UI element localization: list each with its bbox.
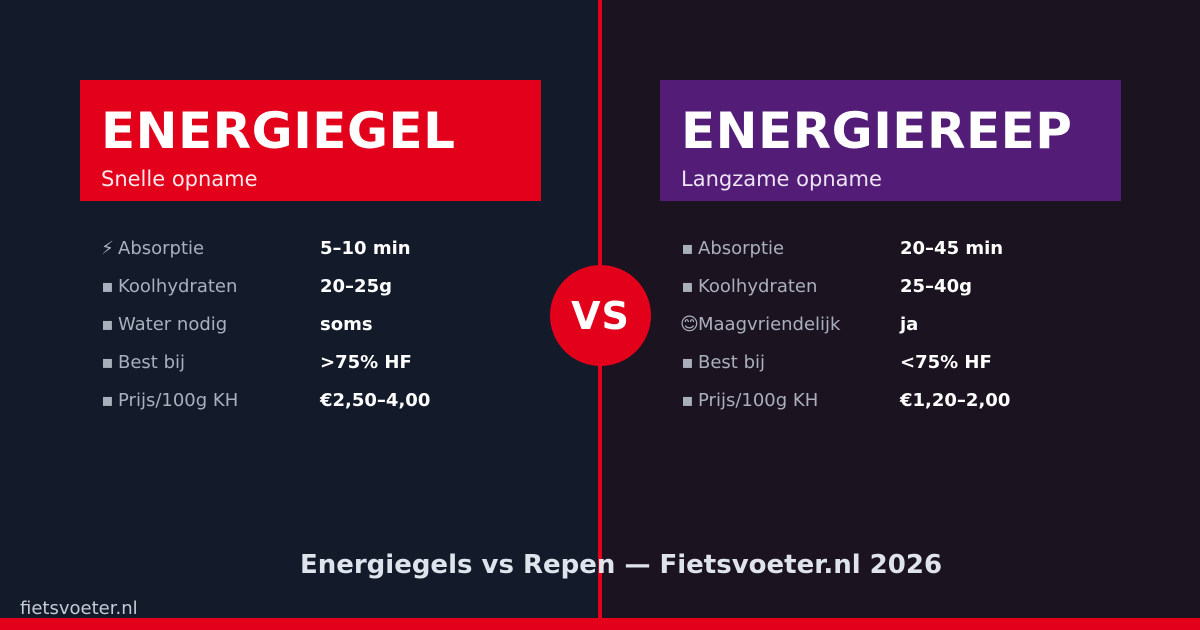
vs-badge: VS — [550, 265, 651, 366]
spec-row-absorptie: ⚡ Absorptie 5–10 min — [100, 236, 520, 274]
energiereep-title: ENERGIEREEP — [681, 102, 1073, 160]
smiley-icon: 😊 — [680, 314, 699, 335]
spec-value: 25–40g — [900, 276, 972, 297]
spec-label: Koolhydraten — [118, 276, 238, 297]
clock-icon: ▪ — [681, 238, 694, 259]
spec-label: Prijs/100g KH — [698, 390, 819, 411]
spec-value: soms — [320, 314, 373, 335]
money-icon: ▪ — [681, 390, 694, 411]
energiereep-header: ENERGIEREEP Langzame opname — [660, 80, 1121, 201]
energiereep-subtitle: Langzame opname — [681, 167, 882, 191]
spec-label: Prijs/100g KH — [118, 390, 239, 411]
spec-row-best-bij: ▪ Best bij >75% HF — [100, 350, 520, 388]
spec-row-prijs: ▪ Prijs/100g KH €1,20–2,00 — [680, 388, 1100, 426]
energiegel-title: ENERGIEGEL — [101, 102, 456, 160]
spec-label: Absorptie — [118, 238, 205, 259]
energiereep-specs: ▪ Absorptie 20–45 min ▪ Koolhydraten 25–40… — [680, 236, 1100, 426]
spec-row-water-nodig: ▪ Water nodig soms — [100, 312, 520, 350]
spec-value: >75% HF — [320, 352, 412, 373]
spec-value: <75% HF — [900, 352, 992, 373]
spec-row-koolhydraten: ▪ Koolhydraten 25–40g — [680, 274, 1100, 312]
carbohydrate-icon: ▪ — [681, 276, 694, 297]
spec-label: Best bij — [118, 352, 186, 373]
spec-label: Water nodig — [118, 314, 228, 335]
spec-value: €2,50–4,00 — [320, 390, 431, 411]
money-icon: ▪ — [101, 390, 114, 411]
spec-value: €1,20–2,00 — [900, 390, 1011, 411]
water-drop-icon: ▪ — [101, 314, 114, 335]
spec-label: Best bij — [698, 352, 766, 373]
spec-value: 5–10 min — [320, 238, 411, 259]
spec-row-maagvriendelijk: 😊Maagvriendelijk ja — [680, 312, 1100, 350]
footer-title: Energiegels vs Repen — Fietsvoeter.nl 20… — [299, 550, 943, 580]
heart-icon: ▪ — [101, 352, 114, 373]
spec-value: 20–45 min — [900, 238, 1004, 259]
bottom-accent-bar — [0, 618, 1200, 630]
carbohydrate-icon: ▪ — [101, 276, 114, 297]
spec-label: Absorptie — [698, 238, 785, 259]
energiegel-header: ENERGIEGEL Snelle opname — [80, 80, 541, 201]
spec-value: ja — [900, 314, 919, 335]
energiegel-specs: ⚡ Absorptie 5–10 min ▪ Koolhydraten 20–25g… — [100, 236, 520, 426]
spec-label: Maagvriendelijk — [698, 314, 841, 335]
vs-label: VS — [571, 293, 630, 338]
spec-label: Koolhydraten — [698, 276, 818, 297]
spec-value: 20–25g — [320, 276, 392, 297]
spec-row-koolhydraten: ▪ Koolhydraten 20–25g — [100, 274, 520, 312]
heart-icon: ▪ — [681, 352, 694, 373]
spec-row-absorptie: ▪ Absorptie 20–45 min — [680, 236, 1100, 274]
brand-name: fietsvoeter.nl — [20, 598, 138, 619]
spec-row-best-bij: ▪ Best bij <75% HF — [680, 350, 1100, 388]
energiegel-subtitle: Snelle opname — [101, 167, 258, 191]
spec-row-prijs: ▪ Prijs/100g KH €2,50–4,00 — [100, 388, 520, 426]
lightning-icon: ⚡ — [101, 238, 114, 259]
